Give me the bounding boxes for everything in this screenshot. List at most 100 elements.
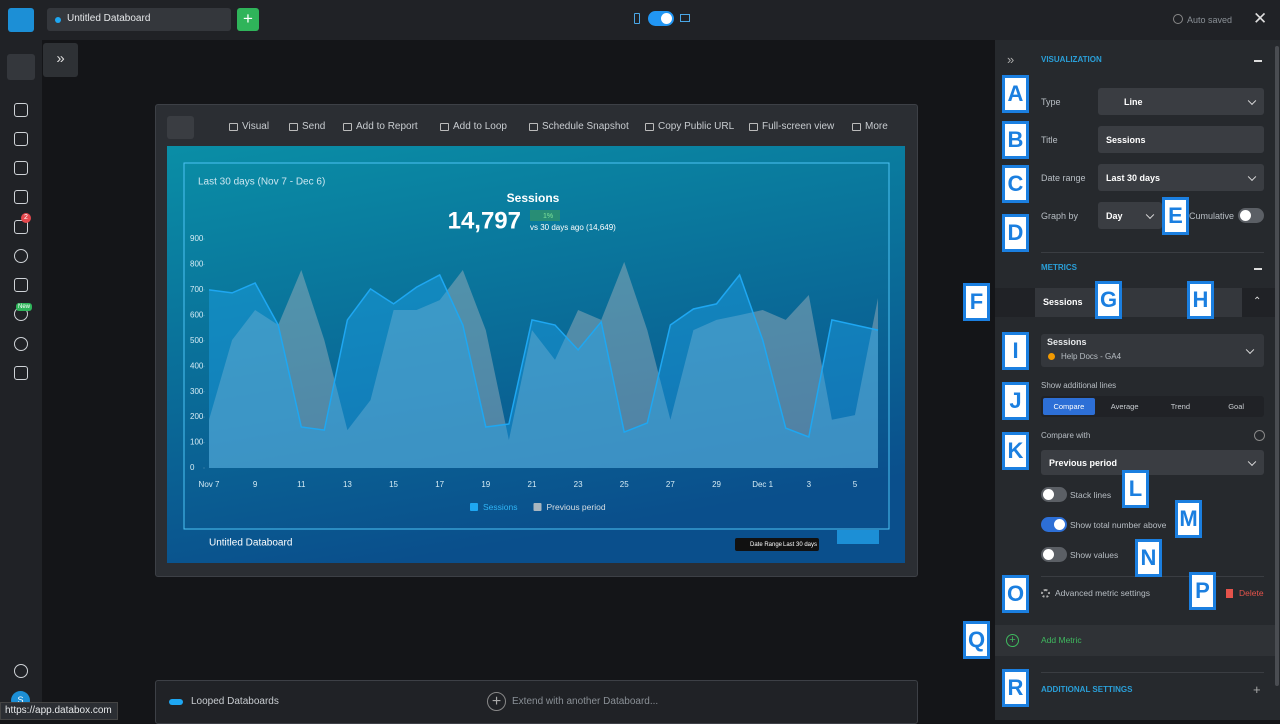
x-tick-label: 17 (435, 480, 444, 489)
toolbar-icon (343, 123, 352, 131)
divider (1041, 252, 1264, 253)
sidebar: 2 New S (0, 40, 42, 720)
tab[interactable]: Average (1110, 402, 1139, 411)
y-tick-label: 600 (190, 310, 204, 319)
cumulative-toggle[interactable] (1238, 208, 1264, 223)
close-button[interactable]: ✕ (1253, 9, 1268, 28)
x-tick-label: Dec 1 (752, 480, 773, 489)
toolbar-item[interactable]: More (865, 121, 888, 132)
collapse-metric[interactable]: ⌃ (1253, 296, 1262, 307)
auto-saved: Auto saved (1187, 15, 1233, 25)
field-label: Cumulative (1189, 211, 1235, 221)
x-tick-label: 23 (574, 480, 583, 489)
field-label: Title (1041, 135, 1058, 145)
view-toggle[interactable] (648, 11, 674, 26)
footer-title: Untitled Databoard (209, 538, 292, 549)
expand-button[interactable]: » (43, 43, 78, 77)
marker: C (1002, 165, 1029, 203)
nav-help[interactable] (14, 664, 28, 678)
team-button[interactable] (7, 54, 35, 80)
toggle-label: Show total number above (1070, 520, 1167, 530)
toolbar-item[interactable]: Full-screen view (762, 121, 835, 132)
badge: 2 (21, 213, 31, 223)
add-button[interactable]: + (237, 8, 259, 31)
date-range-pill (735, 538, 819, 551)
field-label: Graph by (1041, 211, 1079, 221)
toolbar-item[interactable]: Copy Public URL (658, 121, 735, 132)
tab[interactable]: Compare (1043, 398, 1095, 415)
collapse-section[interactable] (1254, 60, 1262, 62)
title-input[interactable]: Sessions (1098, 126, 1264, 153)
nav-structure[interactable] (14, 366, 28, 380)
date-range-value: Last 30 days (783, 542, 817, 548)
nav-benchmarks[interactable] (14, 337, 28, 351)
desktop-icon[interactable] (680, 14, 690, 22)
type-select[interactable]: Line (1098, 88, 1264, 115)
widget-actions[interactable] (837, 530, 879, 544)
x-tick-label: 3 (807, 480, 812, 489)
status-bar: https://app.databox.com (0, 702, 118, 720)
tab[interactable]: Trend (1170, 402, 1191, 411)
nav-metrics[interactable] (14, 132, 28, 146)
nav-home[interactable] (14, 103, 28, 117)
section-heading[interactable]: ADDITIONAL SETTINGS (1041, 685, 1133, 694)
graph-by-select[interactable]: Day (1098, 202, 1162, 229)
metric-row[interactable]: Sessions ⌃ (995, 288, 1275, 317)
color-dropdown[interactable] (167, 116, 194, 139)
toolbar-item[interactable]: Send (302, 121, 326, 132)
delete-button[interactable]: Delete (1239, 588, 1264, 598)
field-label: Type (1041, 97, 1061, 107)
y-tick-label: 700 (190, 285, 204, 294)
nav-databoards[interactable] (14, 161, 28, 175)
add-metric-row[interactable]: + Add Metric (995, 625, 1275, 656)
marker: N (1135, 539, 1162, 577)
nav-reports[interactable] (14, 190, 28, 204)
x-tick-label: 27 (666, 480, 675, 489)
toolbar-item[interactable]: Add to Report (356, 121, 418, 132)
y-tick-label: 900 (190, 234, 204, 243)
field-value: Line (1124, 96, 1143, 107)
toggle-label: Show values (1070, 550, 1119, 560)
field-value: Previous period (1049, 457, 1118, 468)
toolbar-item[interactable]: Visual (242, 121, 270, 132)
marker: L (1122, 470, 1149, 508)
legend-swatch (533, 503, 542, 511)
databoard-selector[interactable]: Untitled Databoard (47, 8, 231, 31)
compare-select[interactable]: Previous period (1041, 450, 1264, 475)
date-range-select[interactable]: Last 30 days (1098, 164, 1264, 191)
marker: K (1002, 432, 1029, 470)
saved-icon (1173, 14, 1183, 24)
nav-alerts[interactable] (14, 278, 28, 292)
x-tick-label: 19 (481, 480, 490, 489)
x-tick-label: 15 (389, 480, 398, 489)
mobile-icon[interactable] (634, 13, 640, 24)
toolbar-item[interactable]: Add to Loop (453, 121, 507, 132)
extend-label[interactable]: Extend with another Databoard... (512, 696, 659, 707)
extend-button[interactable]: + (487, 692, 506, 711)
x-tick-label: 25 (620, 480, 629, 489)
expand-section[interactable]: + (1253, 682, 1261, 697)
toolbar-item[interactable]: Schedule Snapshot (542, 121, 629, 132)
add-compare[interactable] (1254, 430, 1265, 441)
nav-goals[interactable] (14, 249, 28, 263)
y-tick-label: 100 (190, 438, 204, 447)
line-tabs: Compare Average Trend Goal (1041, 396, 1264, 417)
show-total-toggle[interactable] (1041, 517, 1067, 532)
metric-card[interactable]: Sessions Help Docs - GA4 (1041, 334, 1264, 367)
tab[interactable]: Goal (1228, 402, 1245, 411)
toolbar-icon (749, 123, 758, 131)
stack-lines-toggle[interactable] (1041, 487, 1067, 502)
collapse-section[interactable] (1254, 268, 1262, 270)
show-values-toggle[interactable] (1041, 547, 1067, 562)
status-dot (55, 17, 61, 23)
y-tick-label: 300 (190, 387, 204, 396)
advanced-settings[interactable]: Advanced metric settings (1055, 588, 1150, 598)
x-tick-label: 21 (528, 480, 537, 489)
collapse-panel[interactable]: » (1007, 52, 1015, 67)
toolbar-icon (229, 123, 238, 131)
marker: G (1095, 281, 1122, 319)
toolbar-icon (289, 123, 298, 131)
series-area (209, 261, 878, 468)
logo[interactable] (8, 8, 34, 32)
